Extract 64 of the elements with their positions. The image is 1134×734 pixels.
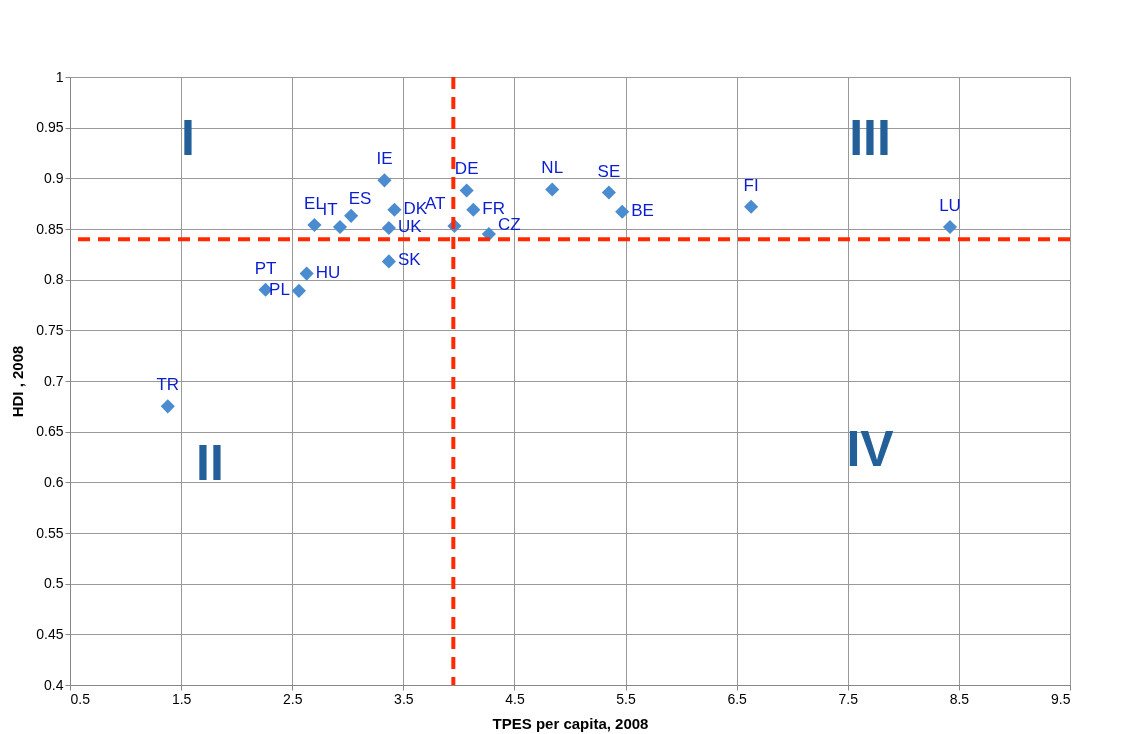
series-label: CZ [497,215,521,235]
series-label: IE [376,149,393,169]
y-tick-label: 0.7 [44,372,64,389]
x-tick-label: 9.5 [1051,690,1071,707]
series-label: BE [631,200,654,220]
x-tick-label: 3.5 [394,690,414,707]
series-label: EL [304,193,325,213]
x-tick-label: 5.5 [616,690,636,707]
series-label: LU [939,195,961,215]
point [545,182,560,197]
point [381,220,396,236]
point [459,183,474,198]
point [344,208,359,223]
point [332,219,348,235]
x-tick-label: 0.5 [70,690,91,707]
y-tick-label: 0.65 [36,423,64,440]
series-label: DK [403,198,428,218]
series-label: TR [156,375,180,395]
y-tick-label: 0.75 [36,321,64,338]
y-axis-title: HDI , 2008 [9,345,27,418]
series-label: HU [315,262,341,282]
x-tick-label: 6.5 [727,690,748,707]
point [387,202,402,217]
series-label: PT [254,258,277,278]
x-tick-label: 1.5 [171,690,192,707]
y-tick-label: 0.8 [44,271,64,288]
series-label: ES [348,188,372,208]
series-label: FI [743,175,759,195]
point [381,254,396,269]
point [744,199,759,214]
point [615,204,630,219]
y-tick-label: 0.4 [44,676,64,693]
point [160,399,175,414]
x-axis-title: TPES per capita, 2008 [492,714,649,732]
series-label: FR [482,198,506,218]
annotation: III [849,110,891,166]
point [307,217,322,233]
y-tick-label: 0.5 [44,575,64,592]
annotation: II [196,435,224,491]
series-label: UK [397,216,423,236]
series-label: SE [597,161,621,181]
point [291,283,306,298]
point [601,185,616,200]
point [377,173,392,188]
series-label: DE [454,159,479,179]
x-tick-label: 7.5 [838,690,859,707]
x-tick-label: 8.5 [949,690,970,707]
y-tick-label: 0.45 [36,625,64,642]
point [299,266,314,281]
y-tick-label: 0.85 [36,220,64,237]
x-tick-label: 4.5 [505,690,525,707]
point [466,202,481,217]
y-tick-label: 0.6 [44,473,64,490]
x-tick-label: 2.5 [282,690,303,707]
y-tick-label: 0.95 [36,119,64,136]
series-label: PL [269,279,290,299]
y-tick-label: 0.55 [36,524,64,541]
series-label: SK [397,250,422,270]
y-tick-label: 1 [55,68,64,85]
annotation: I [181,110,195,166]
annotation: IV [846,421,895,477]
series-label: NL [541,158,564,178]
y-tick-label: 0.9 [44,169,64,186]
point [942,219,958,235]
